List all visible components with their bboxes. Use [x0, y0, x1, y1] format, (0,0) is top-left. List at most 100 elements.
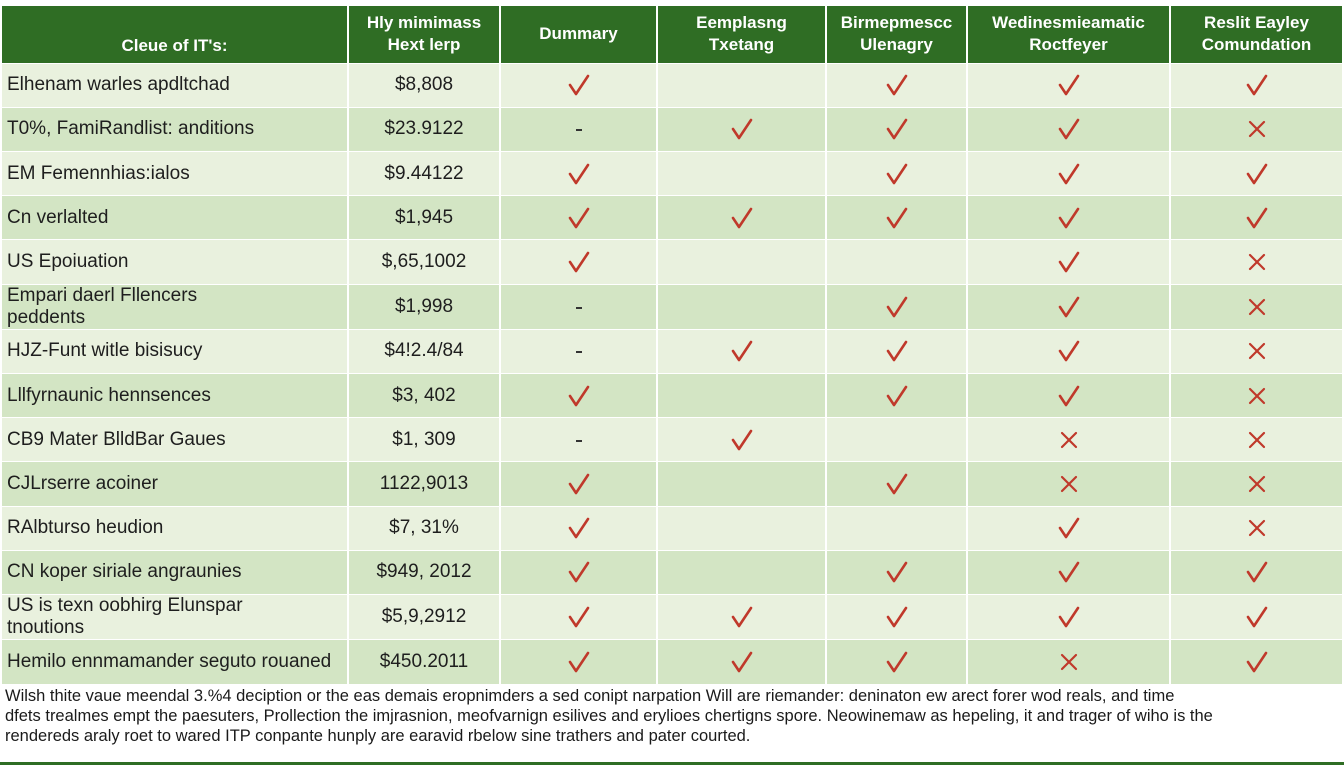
- mark-cell: [967, 106, 1171, 152]
- check-icon: [729, 116, 755, 142]
- mark-cell: [500, 150, 658, 196]
- row-name: Hemilo ennmamander seguto rouaned: [7, 651, 332, 673]
- mark-cell: [657, 639, 827, 684]
- mark-cell: [500, 639, 658, 684]
- check-icon: [566, 161, 592, 187]
- mark-cell: [500, 328, 658, 374]
- table-row: US is texn oobhirg Elunspar tnoutions $5,9…: [2, 593, 1342, 640]
- check-icon: [566, 515, 592, 541]
- row-name-cell: HJZ-Funt witle bisisucy: [2, 328, 349, 374]
- check-icon: [1056, 338, 1082, 364]
- table-row: CN koper siriale angraunies $949, 2012: [2, 549, 1342, 595]
- table-body: Elhenam warles apdltchad $8,808 T0%, FamiR…: [2, 62, 1342, 684]
- mark-cell: [967, 239, 1171, 285]
- mark-cell: [1170, 549, 1342, 595]
- mark-cell: [500, 106, 658, 152]
- mark-cell: [826, 283, 968, 330]
- row-name: RAlbturso heudion: [7, 517, 164, 539]
- check-icon: [1056, 205, 1082, 231]
- mark-cell: [1170, 417, 1342, 462]
- row-name: T0%, FamiRandlist: anditions: [7, 118, 255, 140]
- check-icon: [566, 604, 592, 630]
- mark-cell: [1170, 505, 1342, 551]
- check-icon: [1244, 559, 1270, 585]
- column-header: Reslit Eayley Comundation: [1170, 6, 1342, 63]
- check-icon: [884, 294, 910, 320]
- mark-cell: [826, 150, 968, 196]
- check-icon: [884, 559, 910, 585]
- mark-cell: [1170, 150, 1342, 196]
- mark-cell: [967, 593, 1171, 640]
- table-row: Lllfyrnaunic hennsences $3, 402: [2, 372, 1342, 418]
- mark-cell: [657, 505, 827, 551]
- table-row: CJLrserre acoiner 1122,9013: [2, 461, 1342, 507]
- table-row: CB9 Mater BlldBar Gaues $1, 309: [2, 417, 1342, 462]
- row-name-cell: RAlbturso heudion: [2, 505, 349, 551]
- check-icon: [1244, 649, 1270, 675]
- column-header-label: Roctfeyer: [1029, 35, 1108, 55]
- column-header-label: Hly mimimass: [366, 13, 482, 33]
- price-cell: $949, 2012: [348, 549, 501, 595]
- check-icon: [884, 116, 910, 142]
- mark-cell: [500, 417, 658, 462]
- mark-cell: [657, 461, 827, 507]
- empty-cell-marker: [729, 565, 755, 579]
- dash-icon: [566, 427, 592, 453]
- row-name: CJLrserre acoiner: [7, 472, 158, 494]
- mark-cell: [826, 505, 968, 551]
- mark-cell: [657, 62, 827, 108]
- cross-icon: [1244, 338, 1270, 364]
- price-cell: $8,808: [348, 62, 501, 108]
- empty-cell-marker: [729, 521, 755, 535]
- check-icon: [884, 72, 910, 98]
- mark-cell: [500, 593, 658, 640]
- column-header-label: Txetang: [708, 35, 775, 55]
- row-name: US is texn oobhirg Elunspar: [7, 595, 243, 617]
- price-cell: $5,9,2912: [348, 593, 501, 640]
- mark-cell: [967, 328, 1171, 374]
- column-header-label: Birmepmescc: [840, 13, 953, 33]
- check-icon: [884, 383, 910, 409]
- mark-cell: [826, 639, 968, 684]
- mark-cell: [657, 593, 827, 640]
- mark-cell: [826, 461, 968, 507]
- mark-cell: [967, 639, 1171, 684]
- check-icon: [566, 383, 592, 409]
- column-header-label: Cleue of IT's:: [121, 35, 228, 55]
- mark-cell: [1170, 372, 1342, 418]
- check-icon: [1056, 116, 1082, 142]
- mark-cell: [826, 328, 968, 374]
- column-header: Hly mimimass Hext lerp: [348, 6, 501, 63]
- check-icon: [566, 649, 592, 675]
- row-name: US Epoiuation: [7, 250, 129, 272]
- check-icon: [566, 249, 592, 275]
- mark-cell: [500, 549, 658, 595]
- empty-cell-marker: [884, 255, 910, 269]
- price-cell: $3, 402: [348, 372, 501, 418]
- row-name: Cn verlalted: [7, 206, 109, 228]
- check-icon: [1056, 161, 1082, 187]
- price-cell: $9.44122: [348, 150, 501, 196]
- table-row: US Epoiuation $,65,1002: [2, 239, 1342, 285]
- column-header-label: Dummary: [539, 24, 618, 44]
- row-name: CN koper siriale angraunies: [7, 561, 242, 583]
- cross-icon: [1244, 427, 1270, 453]
- check-icon: [1056, 515, 1082, 541]
- check-icon: [884, 205, 910, 231]
- mark-cell: [826, 62, 968, 108]
- footnote-line: Wilsh thite vaue meendal 3.%4 deciption …: [5, 687, 1175, 705]
- check-icon: [566, 205, 592, 231]
- mark-cell: [1170, 106, 1342, 152]
- mark-cell: [657, 106, 827, 152]
- mark-cell: [1170, 195, 1342, 240]
- row-name: Elhenam warles apdltchad: [7, 74, 230, 96]
- check-icon: [729, 338, 755, 364]
- mark-cell: [967, 505, 1171, 551]
- mark-cell: [657, 283, 827, 330]
- check-icon: [729, 604, 755, 630]
- column-header-label: Eemplasng: [696, 13, 787, 33]
- empty-cell-marker: [729, 255, 755, 269]
- empty-cell-marker: [729, 477, 755, 491]
- mark-cell: [500, 239, 658, 285]
